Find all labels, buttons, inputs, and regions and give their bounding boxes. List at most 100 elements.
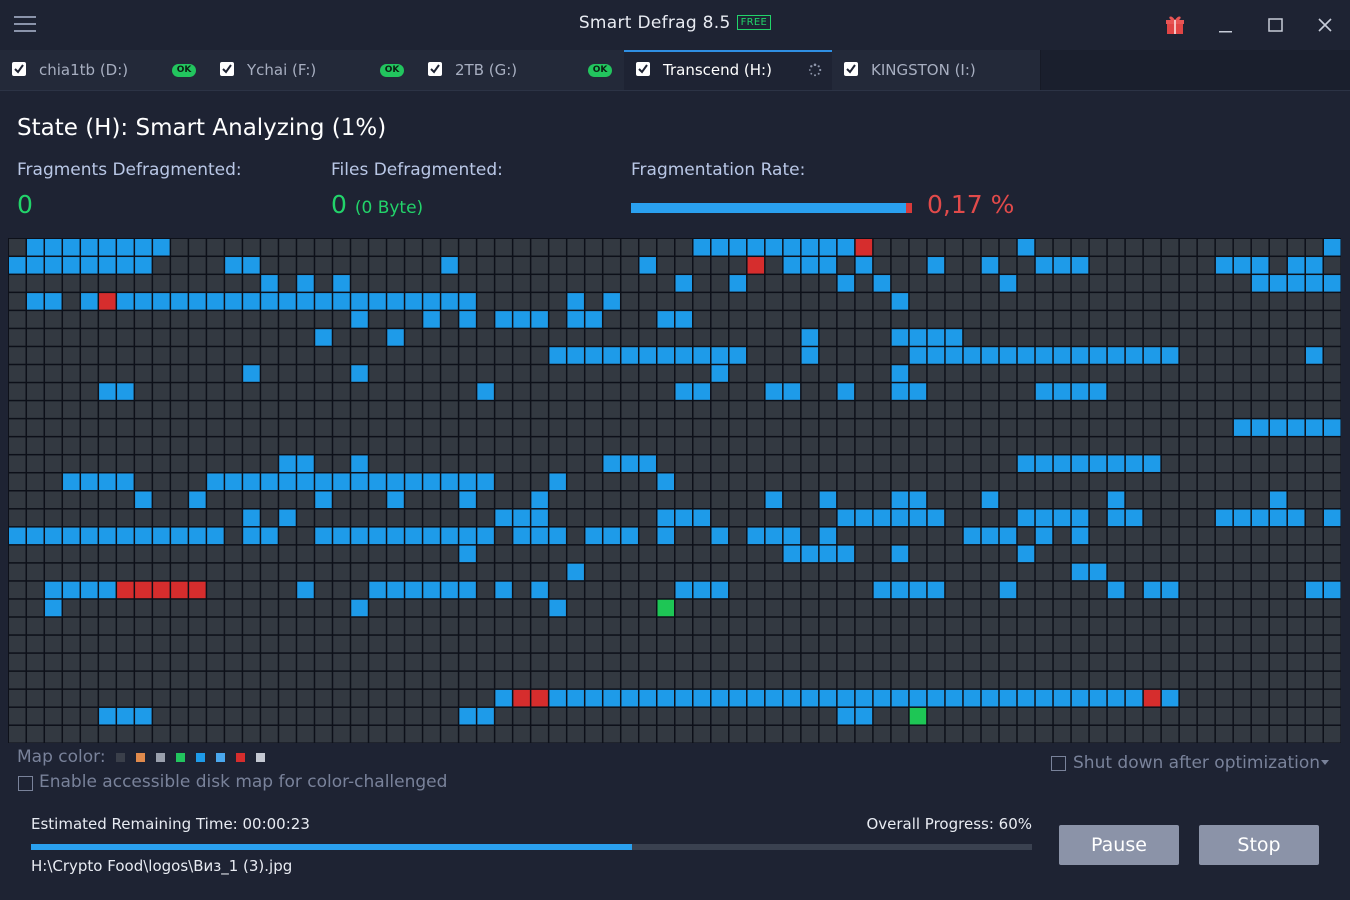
disk-block-used [387,329,404,346]
disk-block-used [657,527,674,545]
tab-drive-g[interactable]: 2TB (G:) OK [416,50,625,90]
accessible-map-checkbox[interactable] [18,776,33,791]
legend-swatch[interactable] [116,753,125,762]
disk-block-free [207,653,224,671]
disk-block-free [63,599,80,617]
disk-block-free [765,635,783,653]
drive-f-checkbox[interactable] [220,62,234,76]
disk-block-free [477,401,494,418]
disk-block-free [369,509,386,527]
legend-swatch[interactable] [176,753,185,762]
disk-block-free [1251,671,1269,689]
disk-block-free [45,401,62,418]
disk-block-free [351,707,368,725]
disk-block-used [1017,239,1035,256]
disk-block-free [1287,401,1305,418]
disk-block-free [873,311,891,328]
tab-drive-f[interactable]: Ychai (F:) OK [208,50,417,90]
disk-block-free [693,419,711,436]
disk-block-free [747,491,765,509]
shutdown-checkbox[interactable] [1051,756,1066,771]
disk-block-free [333,509,350,527]
disk-block-free [873,563,891,581]
disk-block-free [783,401,801,418]
status-badge: OK [380,64,404,77]
disk-block-free [369,455,386,472]
disk-block-free [711,653,729,671]
disk-block-free [567,527,584,545]
disk-block-used [747,239,765,256]
legend-swatch[interactable] [216,753,225,762]
drive-i-checkbox[interactable] [844,62,858,76]
disk-block-free [567,653,584,671]
drive-h-checkbox[interactable] [636,62,650,76]
disk-block-free [927,401,945,418]
disk-block-used [927,329,945,346]
disk-block-free [351,275,368,292]
tab-drive-d[interactable]: chia1tb (D:) OK [0,50,209,90]
disk-block-free [1161,509,1179,527]
disk-block-free [189,599,206,617]
disk-block-free [549,401,566,418]
disk-block-free [207,545,224,563]
disk-block-free [27,671,44,689]
disk-block-used [261,293,278,310]
disk-block-free [855,365,873,382]
disk-block-free [171,275,188,292]
disk-block-used [693,509,711,527]
disk-block-free [801,275,819,292]
disk-block-free [1161,599,1179,617]
stop-button[interactable]: Stop [1199,825,1319,865]
disk-block-free [729,383,747,400]
disk-block-free [63,437,80,454]
disk-block-free [441,509,458,527]
disk-block-used [63,581,80,599]
disk-block-free [1251,563,1269,581]
disk-block-used [189,293,206,310]
disk-block-free [657,257,674,274]
legend-swatch[interactable] [136,753,145,762]
disk-block-free [1035,365,1053,382]
disk-block-used [369,473,386,490]
menu-icon[interactable] [14,16,36,34]
tab-drive-h[interactable]: Transcend (H:) [624,50,833,90]
drive-g-checkbox[interactable] [428,62,442,76]
disk-block-free [1251,527,1269,545]
disk-block-free [423,257,440,274]
legend-swatch[interactable] [256,753,265,762]
legend-swatch[interactable] [236,753,245,762]
disk-block-free [189,419,206,436]
disk-block-used [297,473,314,490]
pause-button[interactable]: Pause [1059,825,1179,865]
disk-block-free [1089,437,1107,454]
disk-block-free [531,707,548,725]
disk-block-free [99,329,116,346]
disk-block-free [81,275,98,292]
minimize-button[interactable] [1212,12,1238,38]
legend-swatch[interactable] [196,753,205,762]
chevron-down-icon[interactable] [1321,760,1329,765]
disk-block-used [441,581,458,599]
disk-block-free [225,545,242,563]
tab-label: chia1tb (D:) [39,61,129,79]
disk-block-free [45,365,62,382]
disk-block-free [1251,707,1269,725]
disk-block-used [135,491,152,509]
disk-block-free [1017,581,1035,599]
legend-swatch[interactable] [156,753,165,762]
disk-block-free [855,473,873,490]
drive-d-checkbox[interactable] [12,62,26,76]
disk-block-free [279,311,296,328]
disk-block-free [405,725,422,743]
disk-block-free [315,419,332,436]
disk-block-free [1179,617,1197,635]
close-button[interactable] [1312,12,1338,38]
disk-block-free [279,671,296,689]
disk-block-free [27,509,44,527]
gift-icon[interactable] [1162,12,1188,38]
tab-drive-i[interactable]: KINGSTON (I:) [832,50,1041,90]
maximize-button[interactable] [1262,12,1288,38]
disk-block-free [675,401,693,418]
disk-block-free [9,473,26,490]
disk-block-used [1287,419,1305,436]
